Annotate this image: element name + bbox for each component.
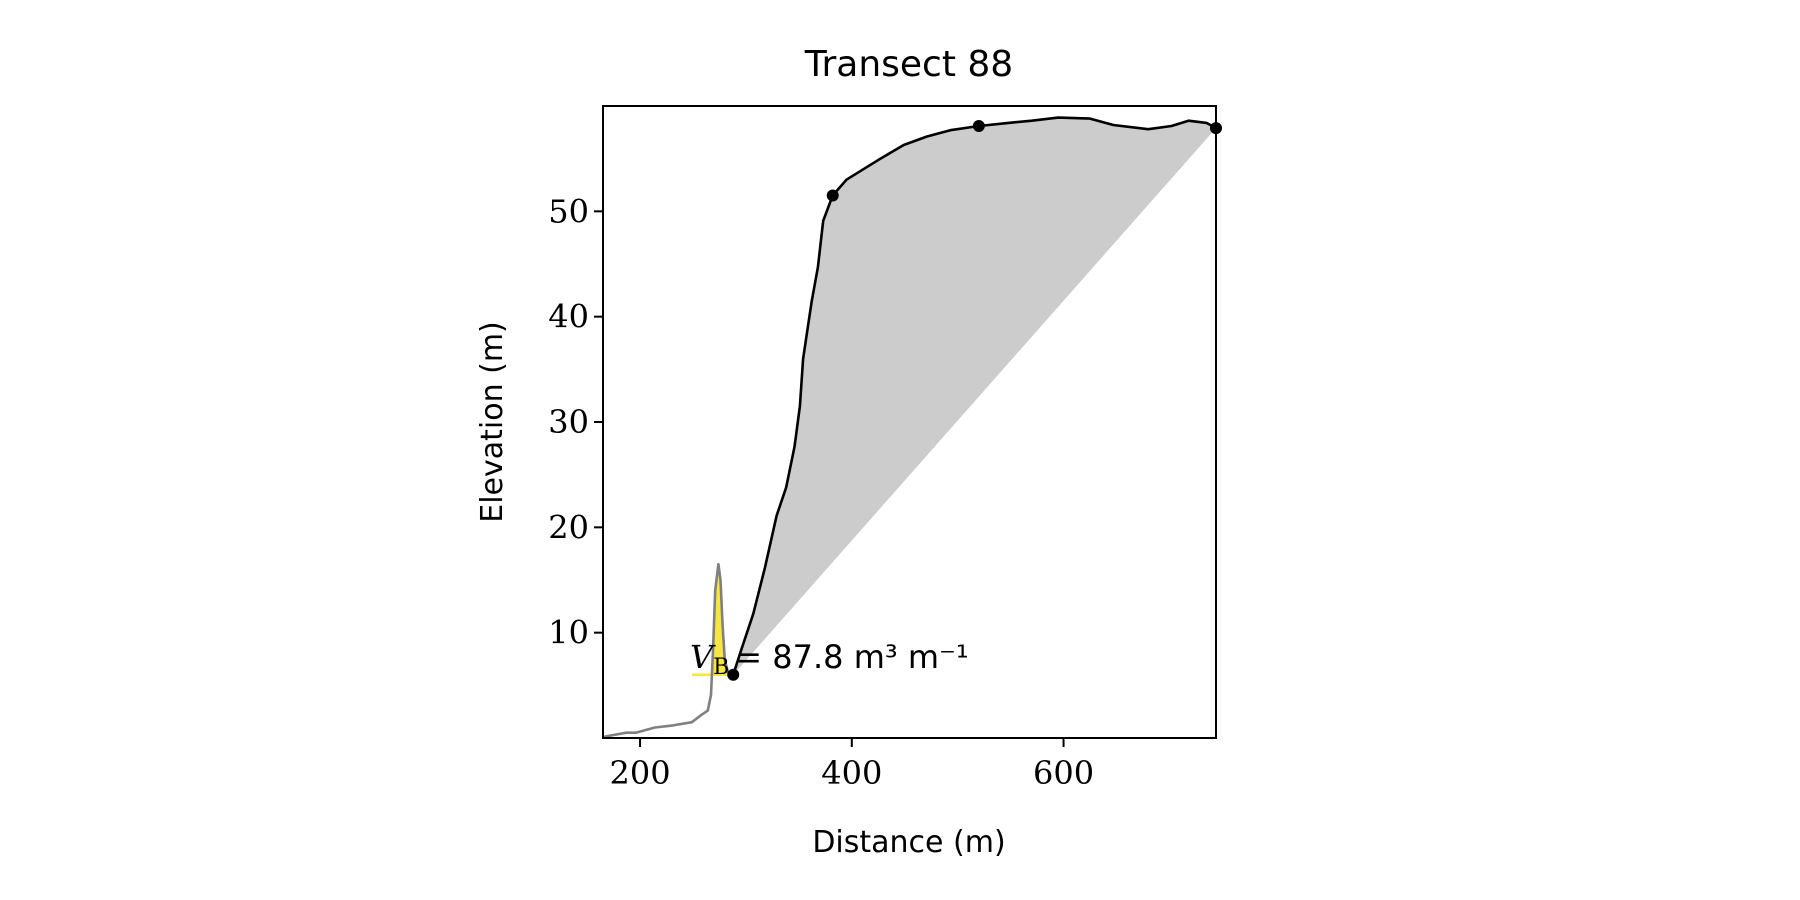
y-tick-label: 10 — [548, 614, 589, 652]
y-tick-label: 40 — [548, 298, 589, 336]
dune-area — [713, 564, 734, 675]
x-tick-label: 200 — [610, 754, 671, 792]
profile-line — [731, 116, 1216, 676]
marker-point — [972, 120, 985, 133]
x-tick-label: 600 — [1033, 754, 1094, 792]
annotation-text: = 87.8 m³ m⁻¹ — [735, 638, 968, 676]
marker-point — [826, 189, 839, 202]
y-axis-label: Elevation (m) — [475, 321, 510, 523]
volume-area — [733, 117, 1216, 675]
plot-area — [603, 116, 1216, 738]
chart-title: Transect 88 — [804, 44, 1013, 85]
marker-point — [727, 668, 740, 681]
annotation: VB = 87.8 m³ m⁻¹ — [690, 638, 969, 680]
annotation-symbol: V — [690, 638, 716, 676]
profile-line — [603, 562, 734, 738]
x-axis-label: Distance (m) — [812, 825, 1005, 860]
x-tick-label: 400 — [821, 754, 882, 792]
y-tick-label: 20 — [548, 508, 589, 546]
ticks: 200 400 600 10 20 30 40 50 — [548, 192, 1094, 792]
y-tick-label: 30 — [548, 403, 589, 441]
annotation-subscript: B — [713, 655, 729, 680]
y-tick-label: 50 — [548, 192, 589, 230]
marker-point — [1210, 122, 1222, 135]
